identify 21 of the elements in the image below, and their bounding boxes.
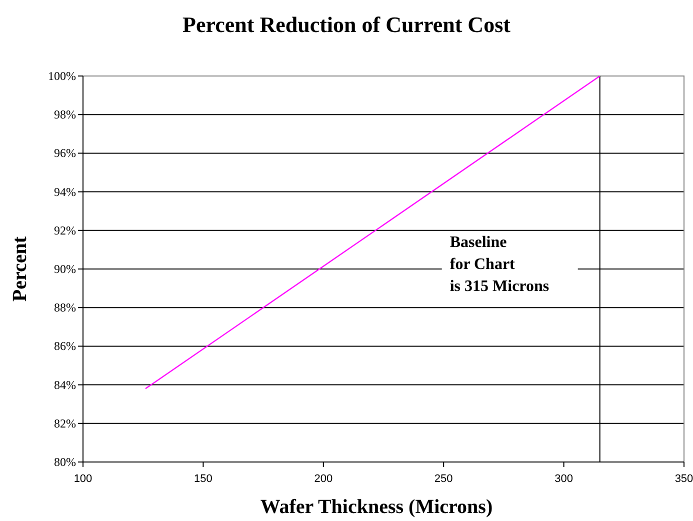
x-tick-label: 350 (674, 473, 693, 485)
y-tick-label: 84% (54, 378, 76, 392)
ref-line-label: Baseline for Chart is 315 Microns (450, 234, 550, 295)
y-tick-label: 98% (54, 108, 76, 122)
x-tick-label: 100 (74, 473, 92, 485)
y-tick-label: 96% (54, 146, 76, 160)
y-tick-label: 88% (54, 300, 76, 315)
x-tick-label: 200 (314, 473, 333, 485)
y-tick-label: 100% (48, 69, 76, 83)
x-tick-label: 150 (194, 473, 212, 485)
y-axis-title: Percent (9, 236, 31, 302)
x-tick-label: 250 (434, 473, 453, 485)
y-tick-label: 86% (54, 339, 76, 354)
y-tick-label: 94% (54, 184, 76, 199)
y-tick-label: 80% (54, 455, 76, 469)
y-tick-label: 90% (54, 262, 76, 276)
x-axis-title: Wafer Thickness (Microns) (260, 496, 493, 518)
x-tick-label: 300 (554, 473, 573, 485)
y-tick-label: 82% (54, 416, 76, 430)
chart-title: Percent Reduction of Current Cost (182, 12, 512, 37)
y-tick-label: 92% (54, 223, 76, 238)
